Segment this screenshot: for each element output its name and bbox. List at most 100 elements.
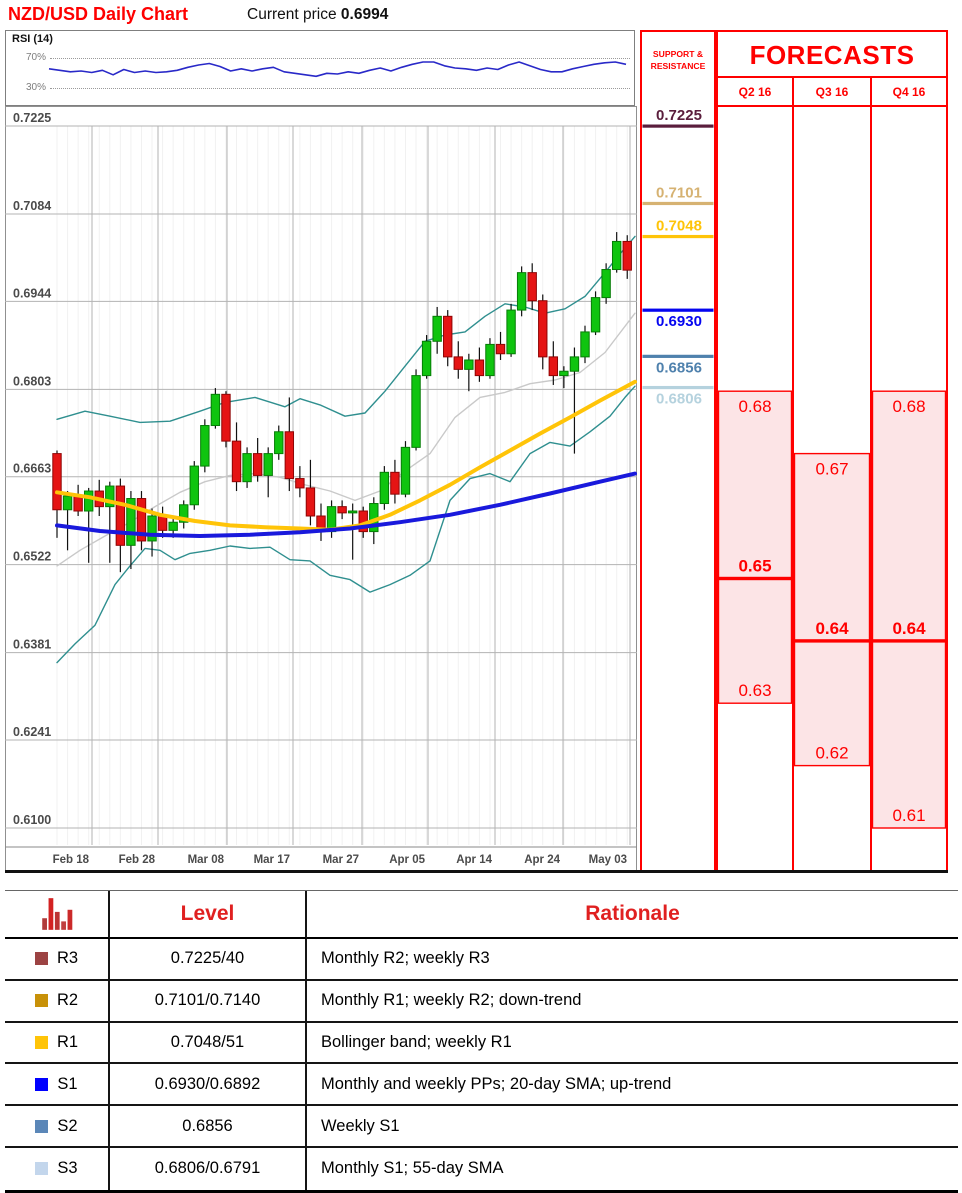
rationale-text: Weekly S1	[307, 1106, 958, 1148]
candle	[538, 294, 548, 370]
candle	[274, 425, 284, 460]
candle-body	[62, 495, 73, 511]
candle-body	[390, 471, 400, 495]
candle	[62, 491, 73, 551]
candle-body	[252, 453, 263, 476]
y-axis-label: 0.6803	[13, 374, 51, 388]
rsi-label: RSI (14)	[12, 33, 53, 45]
quarter-header-cell	[792, 76, 872, 107]
candle-body	[347, 510, 358, 514]
candle-body	[221, 393, 231, 442]
legend-swatch-R3	[34, 952, 48, 966]
level-value: 0.7048/51	[110, 1022, 307, 1065]
level-key-label: S1	[57, 1074, 78, 1093]
candle-body	[527, 272, 537, 302]
candle	[611, 232, 622, 273]
sr-level-0.6930: 0.6930	[642, 308, 714, 330]
candle	[147, 508, 157, 557]
candle-body	[295, 478, 305, 489]
candle-body	[601, 269, 611, 299]
candle-body	[559, 370, 569, 377]
candle-body	[474, 359, 485, 377]
candle-body	[126, 498, 136, 546]
sma-long-line	[55, 471, 637, 538]
candle	[421, 335, 432, 379]
candle	[411, 369, 421, 451]
level-key-label: S3	[57, 1159, 78, 1178]
rsi-70-label: 70%	[25, 52, 46, 63]
forecast-mid-label: 0.64	[815, 619, 849, 638]
candle-body	[622, 240, 632, 271]
current-price-value: 0.6994	[340, 6, 389, 23]
support-resistance-forecast-panel: SUPPORT & RESISTANCE 0.7225 0.7101 0.7048 0.6…	[640, 30, 948, 872]
candle	[443, 310, 453, 367]
sr-level-0.7048: 0.7048	[642, 217, 714, 239]
support-resistance-header: RESISTANCE	[651, 61, 706, 71]
level-value: 0.7225/40	[110, 939, 307, 981]
candle-body	[432, 315, 442, 342]
candle	[263, 447, 273, 498]
candle-body	[52, 453, 62, 511]
candle	[601, 263, 611, 304]
candle	[295, 466, 305, 498]
candle-body	[548, 356, 559, 377]
sr-level-line	[642, 308, 714, 312]
candle-body	[147, 515, 157, 542]
sr-level-0.6856: 0.6856	[642, 354, 714, 376]
y-axis-label: 0.6100	[13, 813, 51, 827]
candle-body	[263, 453, 273, 476]
candle	[390, 459, 400, 504]
forecast-mid-line	[718, 576, 792, 581]
candle	[305, 459, 316, 526]
candle	[126, 491, 136, 570]
table-row-key-R2: R2	[5, 980, 110, 1023]
sr-level-label: 0.7048	[656, 217, 702, 234]
x-axis-label: Mar 17	[254, 854, 290, 866]
sr-level-line	[642, 385, 714, 390]
sr-level-line	[642, 354, 714, 358]
candle-body	[242, 453, 252, 483]
candle-body	[189, 465, 199, 506]
candle	[485, 338, 495, 379]
x-axis-label: Apr 14	[456, 854, 492, 866]
level-value: 0.6856	[110, 1106, 307, 1148]
table-row-key-S3: S3	[5, 1147, 110, 1190]
support-resistance-column	[640, 30, 716, 872]
table-row-key-R1: R1	[5, 1022, 110, 1065]
quarter-label: Q3 16	[816, 85, 849, 99]
candle-body	[231, 440, 242, 483]
candle	[242, 447, 252, 488]
candle	[516, 266, 527, 317]
table-row-key-S1: S1	[5, 1064, 110, 1107]
x-axis-label: Feb 28	[119, 854, 156, 866]
current-price: Current price 0.6994	[247, 6, 388, 24]
candle	[622, 235, 632, 279]
x-axis-label: Feb 18	[53, 854, 90, 866]
bollinger-middle-line	[56, 312, 636, 567]
quarter-label: Q4 16	[893, 85, 926, 99]
x-axis-label: Mar 27	[323, 854, 359, 866]
current-price-label: Current price	[247, 6, 337, 23]
legend-swatch-R1	[34, 1035, 48, 1049]
x-axis-label: Mar 08	[188, 854, 225, 866]
candle-body	[411, 375, 421, 448]
forecast-low-label: 0.63	[738, 681, 771, 700]
forecast-low-label: 0.61	[892, 806, 925, 825]
forecast-range-Q3-16: 0.67 0.64 0.62	[793, 452, 871, 767]
x-axis-label: May 03	[589, 854, 627, 866]
candle-body	[337, 506, 347, 514]
candle	[136, 491, 147, 551]
sr-level-line	[642, 124, 714, 128]
table-row-key-S2: S2	[5, 1106, 110, 1148]
forecast-low-label: 0.62	[815, 744, 848, 763]
bar-chart-icon	[41, 898, 72, 930]
major-gridlines	[5, 125, 637, 845]
sr-level-label: 0.7225	[656, 107, 702, 124]
y-axis-label: 0.6944	[13, 286, 51, 300]
candle-body	[200, 425, 210, 467]
rsi-70-gridline	[50, 58, 630, 59]
candle-body	[464, 359, 474, 370]
candle	[347, 503, 358, 560]
candle-body	[506, 309, 516, 355]
rationale-text: Monthly R1; weekly R2; down-trend	[307, 980, 958, 1023]
